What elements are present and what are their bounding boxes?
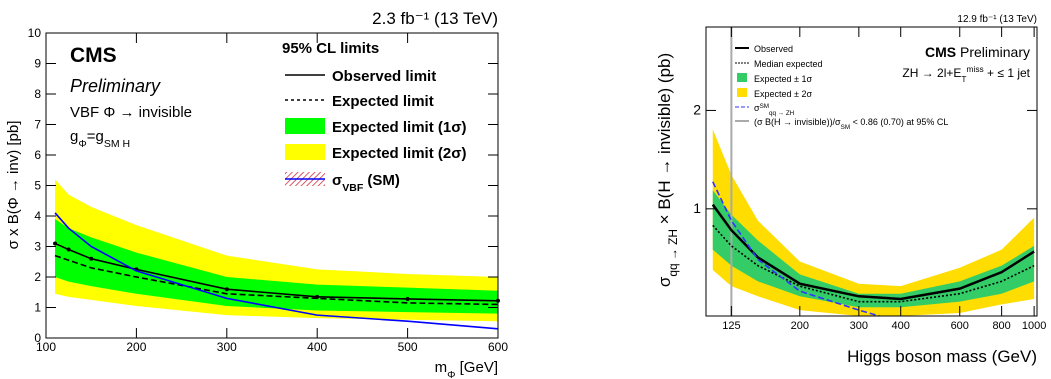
lumi-label: 2.3 fb⁻¹ (13 TeV) (372, 9, 498, 28)
text-part: SM (841, 124, 850, 131)
x-tick-label: 125 (722, 320, 740, 332)
y-tick-label: 2 (693, 101, 701, 117)
legend-swatch (285, 144, 325, 160)
text-part: ZH → 2l+E (902, 66, 961, 80)
text-part: σ (754, 103, 760, 113)
x-tick-label: 300 (217, 340, 237, 354)
text-part: σ (655, 276, 674, 287)
x-tick-label: 100 (36, 340, 56, 354)
text-part: (SM) (363, 172, 400, 189)
text-part: SM (760, 103, 769, 110)
y-tick-label: 1 (693, 200, 701, 216)
x-tick-label: 200 (126, 340, 146, 354)
annotation: gΦ=gSM H (70, 128, 130, 150)
legend-label: Expected limit (1σ) (332, 119, 466, 136)
band (55, 219, 498, 314)
series-line (54, 212, 498, 330)
y-tick-label: 5 (34, 179, 41, 193)
y-tick-label: 2 (34, 270, 41, 284)
preliminary-label: Preliminary (70, 76, 161, 96)
legend-swatch (737, 73, 747, 82)
text-part: (σ B(H → invisible))/σ (754, 117, 841, 127)
text-part: Φ (78, 138, 86, 150)
text-part: VBF (342, 182, 364, 194)
x-tick-label: 1000 (1022, 320, 1046, 332)
lumi-label: 12.9 fb⁻¹ (13 TeV) (957, 14, 1037, 25)
legend-swatch (285, 118, 325, 134)
band (712, 190, 1035, 308)
y-tick-label: 1 (34, 301, 41, 315)
x-axis-label: mΦ [GeV] (435, 359, 498, 379)
text-part: Φ (447, 369, 455, 379)
text-part: miss (967, 64, 984, 74)
series-line (711, 203, 1035, 301)
y-tick-label: 9 (34, 57, 41, 71)
data-point (66, 247, 71, 252)
text-part: g (70, 128, 78, 145)
x-tick-label: 300 (850, 320, 868, 332)
text-part: < 0.86 (0.70) at 95% CL (850, 117, 948, 127)
legend-label: σVBF (SM) (332, 172, 400, 194)
text-part: qq → ZH (769, 110, 795, 117)
y-tick-label: 0 (34, 331, 41, 345)
text-part: T (961, 74, 966, 84)
x-tick-label: 400 (307, 340, 327, 354)
x-axis-label: Higgs boson mass (GeV) (847, 347, 1037, 366)
cms-header: CMS Preliminary (925, 44, 1030, 60)
legend-label: Observed limit (332, 68, 436, 85)
annotation: VBF Φ → invisible (70, 104, 192, 121)
cms-label: CMS (70, 44, 117, 67)
plot-frame (705, 26, 1038, 317)
x-tick-label: 400 (892, 320, 910, 332)
y-tick-label: 4 (34, 209, 41, 223)
text-part: SM H (104, 138, 130, 150)
legend-label: Expected ± 1σ (754, 74, 812, 84)
legend-label: σSMqq → ZH (754, 103, 795, 117)
x-tick-label: 200 (791, 320, 809, 332)
series-line (712, 224, 1035, 303)
text-part: m (435, 359, 448, 376)
data-point (224, 287, 229, 292)
y-tick-label: 7 (34, 118, 41, 132)
data-point (405, 296, 410, 301)
data-point (53, 241, 58, 246)
text-part: + ≤ 1 jet (984, 66, 1031, 80)
legend-label: Expected limit (332, 93, 434, 110)
text-part: σ (332, 172, 342, 189)
text-part: qq → ZH (666, 229, 680, 277)
legend-swatch (737, 88, 747, 97)
data-point (89, 256, 94, 261)
legend-title: 95% CL limits (282, 40, 379, 57)
legend-label: Observed (754, 44, 793, 54)
cms-label: CMS (925, 44, 956, 60)
legend-label: (σ B(H → invisible))/σSM < 0.86 (0.70) a… (754, 117, 948, 131)
y-tick-label: 10 (28, 26, 42, 40)
preliminary-label: Preliminary (960, 44, 1030, 60)
y-tick-label: 3 (34, 240, 41, 254)
y-axis-label: σ x B(Φ → inv) [pb] (5, 121, 22, 250)
x-tick-label: 800 (992, 320, 1010, 332)
y-tick-label: 8 (34, 87, 41, 101)
legend-label: Median expected (754, 59, 823, 69)
series-line (54, 242, 498, 302)
text-part: × B(H → invisible) (pb) (655, 53, 674, 229)
y-tick-label: 6 (34, 148, 41, 162)
legend-label: Expected ± 2σ (754, 89, 812, 99)
annotation: ZH → 2l+ETmiss + ≤ 1 jet (902, 64, 1030, 84)
x-tick-label: 500 (398, 340, 418, 354)
y-axis-label: σqq → ZH × B(H → invisible) (pb) (655, 53, 680, 287)
text-part: [GeV] (455, 359, 498, 376)
series-line (712, 181, 883, 316)
legend-label: Expected limit (2σ) (332, 145, 466, 162)
x-tick-label: 600 (488, 340, 508, 354)
text-part: =g (87, 128, 104, 145)
x-tick-label: 600 (951, 320, 969, 332)
